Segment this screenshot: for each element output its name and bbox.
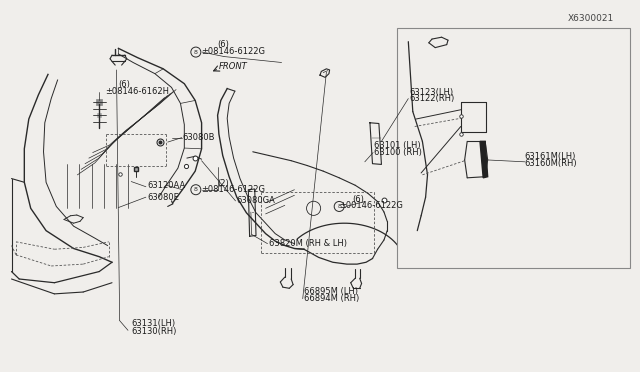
Text: 63122(RH): 63122(RH) — [410, 94, 455, 103]
Text: 63131(LH): 63131(LH) — [131, 319, 175, 328]
Text: X6300021: X6300021 — [568, 14, 614, 23]
Text: ±00146-6122G: ±00146-6122G — [339, 201, 403, 210]
Text: 8: 8 — [194, 49, 198, 55]
Text: 63820M (RH & LH): 63820M (RH & LH) — [269, 239, 347, 248]
Text: ±08146-6122G: ±08146-6122G — [202, 185, 266, 194]
Text: 63120AA: 63120AA — [147, 182, 186, 190]
Text: 63080B: 63080B — [182, 133, 215, 142]
Text: 63130(RH): 63130(RH) — [131, 327, 177, 336]
Polygon shape — [480, 141, 488, 178]
Text: 66895M (LH): 66895M (LH) — [304, 287, 358, 296]
Text: 63080E: 63080E — [147, 193, 179, 202]
Text: 8: 8 — [337, 204, 341, 209]
Text: ±08146-6122G: ±08146-6122G — [202, 47, 266, 56]
Text: (6): (6) — [352, 195, 364, 203]
Text: 63080GA: 63080GA — [237, 196, 276, 205]
Text: (6): (6) — [218, 40, 230, 49]
Text: 63160M(RH): 63160M(RH) — [525, 159, 577, 168]
Text: 63101 (LH): 63101 (LH) — [374, 141, 421, 150]
Text: (6): (6) — [118, 80, 131, 89]
Text: 63161M(LH): 63161M(LH) — [525, 153, 576, 161]
Text: 63123(LH): 63123(LH) — [410, 88, 454, 97]
Text: ±08146-6162H: ±08146-6162H — [106, 87, 170, 96]
Text: (2): (2) — [218, 179, 229, 187]
Text: 66894M (RH): 66894M (RH) — [304, 294, 359, 303]
Text: FRONT: FRONT — [219, 62, 248, 71]
Bar — [397, 28, 630, 268]
Text: 63100 (RH): 63100 (RH) — [374, 148, 422, 157]
Text: 8: 8 — [194, 187, 198, 192]
